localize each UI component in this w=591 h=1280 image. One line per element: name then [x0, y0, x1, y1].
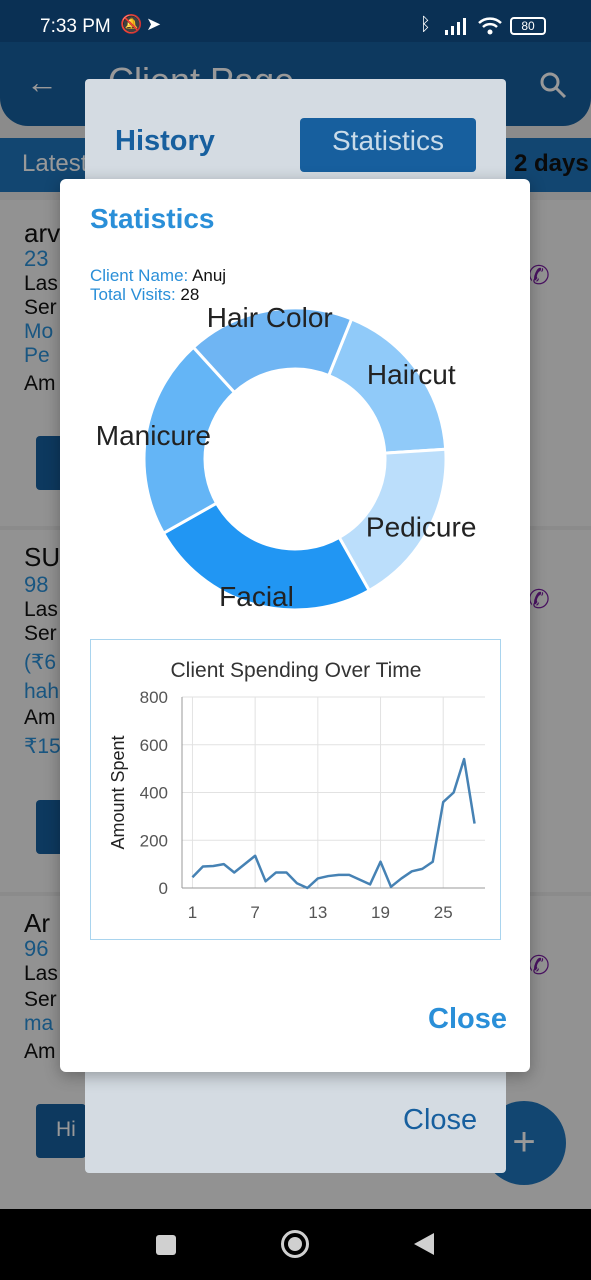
- system-nav-bar: [0, 1209, 591, 1280]
- dialog-title: Statistics: [90, 203, 215, 235]
- y-tick-label: 600: [140, 736, 168, 755]
- donut-label: Pedicure: [366, 511, 477, 542]
- history-close-button[interactable]: Close: [403, 1104, 477, 1137]
- x-tick-label: 13: [308, 903, 327, 922]
- stats-close-button[interactable]: Close: [428, 1003, 507, 1036]
- y-tick-label: 200: [140, 831, 168, 850]
- status-time: 7:33 PM: [40, 16, 111, 38]
- line-chart-frame: 0 200 400 600 800 1 7 13 19 25 Client Spending Ove…: [90, 639, 501, 940]
- home-icon[interactable]: [281, 1230, 309, 1258]
- wifi-icon: [477, 15, 503, 37]
- y-tick-label: 800: [140, 688, 168, 707]
- donut-label: Facial: [219, 581, 294, 612]
- client-name-label: Client Name:: [90, 266, 188, 285]
- x-tick-label: 1: [188, 903, 197, 922]
- tab-statistics[interactable]: Statistics: [300, 118, 476, 172]
- mute-icon: 🔕: [120, 14, 142, 35]
- donut-label: Manicure: [96, 420, 211, 451]
- tab-statistics-label: Statistics: [332, 125, 444, 156]
- battery-level: 80: [521, 19, 534, 33]
- signal-icon: [443, 16, 469, 36]
- service-donut-chart: Haircut Pedicure Facial Manicure Hair Color: [60, 299, 530, 619]
- tab-history[interactable]: History: [115, 125, 215, 158]
- y-tick-label: 0: [159, 879, 168, 898]
- statistics-dialog: Statistics Client Name: Anuj Total Visit…: [60, 179, 530, 1072]
- battery-icon: 80: [510, 17, 546, 35]
- x-tick-label: 19: [371, 903, 390, 922]
- donut-label: Hair Color: [207, 302, 333, 333]
- x-tick-label: 7: [250, 903, 259, 922]
- recents-icon[interactable]: [156, 1235, 176, 1255]
- x-tick-label: 25: [434, 903, 453, 922]
- telegram-icon: ➤: [146, 14, 161, 35]
- bluetooth-icon: ᛒ: [420, 14, 431, 35]
- spending-line-chart: 0 200 400 600 800 1 7 13 19 25 Client Spending Ove…: [91, 640, 500, 939]
- donut-label: Haircut: [367, 359, 456, 390]
- chart-title: Client Spending Over Time: [171, 659, 422, 682]
- spending-series-line: [192, 759, 474, 888]
- y-axis-label: Amount Spent: [108, 735, 128, 849]
- client-name-value: Anuj: [192, 266, 226, 285]
- y-tick-label: 400: [140, 784, 168, 803]
- back-nav-icon[interactable]: [412, 1231, 436, 1257]
